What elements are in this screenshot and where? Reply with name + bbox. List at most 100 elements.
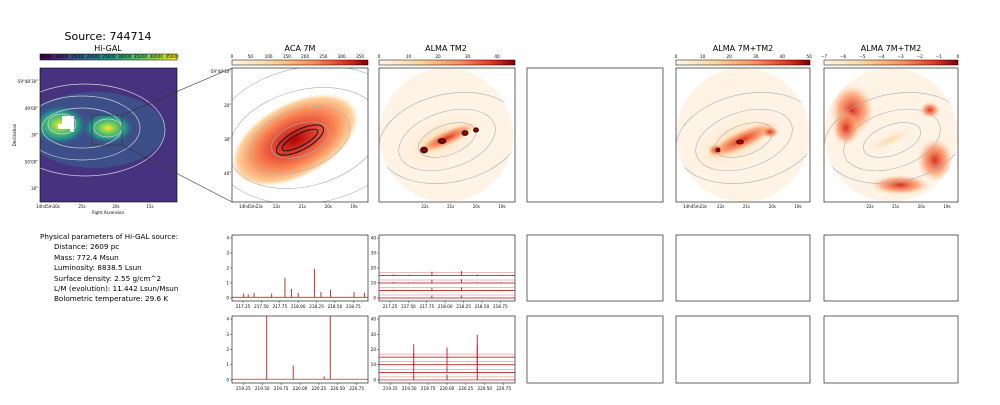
map-xtick-label: 20s [325,204,332,209]
param-surface-density: Surface density: 2.55 g/cm^2 [54,273,162,283]
spectrum-xtick-label: 220.50 [477,386,492,391]
higal-frame [39,67,178,203]
map-xtick-label: 14h45m23s [239,204,263,209]
spectrum-ytick-label: 10 [371,362,377,367]
map-ytick-label: 20" [224,103,231,108]
aca-colorbar [231,59,369,66]
param-distance: Distance: 2609 pc [54,242,120,252]
spectrum-xtick-label: 217.25 [236,304,251,309]
spectrum-ytick-label: 2 [226,347,229,352]
spectrum-ytick-label: 20 [371,347,377,352]
spectrum-ytick-label: 40 [371,317,377,322]
colorbar-tick-label: 30000 [118,54,132,59]
higal-masked-region [58,116,74,132]
combo-panel: ALMA 7M+TM2 0 10 20 30 40 50 14h45m23s 22s 21s 2… [675,44,812,209]
zoom-connector-bottom [121,144,233,203]
spectrum-xtick-label: 220.75 [349,386,364,391]
higal-colorbar-ticks: 5000 10000 15000 20000 25000 30000 35000 40000 4… [41,54,179,59]
spectrum-xtick-label: 217.75 [272,304,287,309]
map-ytick-label: 49'00" [25,106,38,111]
spectrum-ytick-label: 30 [371,251,377,256]
colorbar-tick-label: −1 [936,54,943,59]
empty-panel [675,315,811,384]
map-xtick-label: 19s [794,204,801,209]
colorbar-tick-label: −7 [821,54,828,59]
spectrum-ytick-label: 3 [226,332,229,337]
spectrum-xtick-label: 218.25 [309,304,324,309]
combo-log-xtick-labels: 22s 21s 20s 19s [866,204,950,209]
log-emission-arc [917,138,953,182]
colorbar-tick-label: 30 [753,54,759,59]
aca-spectrum-lsb: 0 1 2 3 4 217.25 217.50 217.75 218.00 218.25 218.5… [226,234,369,309]
combo-xtick-labels: 14h45m23s 22s 21s 20s 19s [683,204,801,209]
colorbar-tick-label: −5 [859,54,866,59]
spectrum-xtick-label: 220.25 [312,386,327,391]
colorbar-tick-label: 20 [727,54,733,59]
colorbar-tick-label: 35000 [134,54,148,59]
map-xtick-label: 19s [943,204,950,209]
param-lm-ratio: L/M (evolution): 11.442 Lsun/Msun [54,284,179,294]
param-luminosity: Luminosity: 8838.5 Lsun [54,263,142,273]
log-emission-arc [832,110,860,146]
aca-emission [232,93,360,187]
zoom-connector-top [121,67,233,116]
colorbar-tick-label: 5000 [41,54,52,59]
colorbar-tick-label: 150 [283,54,291,59]
colorbar-tick-label: 30 [465,54,471,59]
map-xtick-label: 19s [498,204,505,209]
map-xtick-label: 21s [743,204,750,209]
colorbar-tick-label: 15000 [71,54,85,59]
colorbar-tick-label: 10 [406,54,412,59]
log-emission-arc [870,175,930,195]
map-xtick-label: 22s [273,204,280,209]
spectrum-ytick-label: 2 [226,266,229,271]
colorbar-tick-label: −6 [840,54,847,59]
colorbar-tick-label: 300 [338,54,346,59]
tm2-cores [420,127,479,154]
log-emission-band [859,123,921,157]
map-xtick-label: 22s [717,204,724,209]
map-xtick-label: 14h45m30s [36,204,60,209]
spectrum-xtick-label: 218.50 [328,304,343,309]
map-xtick-label: 25s [78,204,85,209]
higal-ytick-labels: -59°48'30" 49'00" 30" 50'00" 30" [16,79,38,191]
spectrum-xtick-label: 217.75 [419,304,434,309]
colorbar-tick-label: 0 [957,54,960,59]
spectrum-ytick-label: 1 [226,362,229,367]
tm2-spectra-lsb: 0 10 20 30 40 217.25 217.50 217.75 218.00 218.25 2… [371,234,516,309]
combo-log-title: ALMA 7M+TM2 [861,44,921,53]
param-bolometric-temperature: Bolometric temperature: 29.6 K [54,294,169,304]
colorbar-tick-label: 40 [494,54,500,59]
empty-panel [675,234,811,302]
map-xtick-label: 21s [892,204,899,209]
spectrum-ytick-label: 10 [371,281,377,286]
colorbar-tick-label: 0 [675,54,678,59]
spectrum-ytick-label: 0 [373,377,376,382]
tm2-colorbar [378,59,516,66]
spectrum-xtick-label: 220.00 [440,386,455,391]
colorbar-tick-label: 200 [301,54,309,59]
source-title: Source: 744714 [65,30,152,43]
colorbar-tick-label: 350 [356,54,364,59]
map-ytick-label: -59°48'30" [16,79,38,84]
spectrum-xtick-label: 218.50 [475,304,490,309]
spectrum-xtick-label: 220.75 [496,386,511,391]
spectrum-xtick-label: 220.50 [330,386,345,391]
spectrum-xtick-label: 219.75 [421,386,436,391]
combo-frame [675,67,811,203]
spectrum-ytick-label: 40 [371,236,377,241]
tm2-core [420,146,428,154]
aca-title: ACA 7M [285,44,316,53]
tm2-core [437,138,447,144]
param-mass: Mass: 772.4 Msun [54,252,119,262]
colorbar-tick-label: 20 [435,54,441,59]
tm2-panel: ALMA TM2 0 10 20 30 40 22s 21s 20s 19s [378,44,516,209]
spectrum-xtick-label: 218.75 [346,304,361,309]
combo-log-colorbar-ticks: −7 −6 −5 −4 −3 −2 −1 0 [821,54,960,59]
empty-panel-top [526,67,664,203]
spectrum-xtick-label: 220.00 [293,386,308,391]
spectrum-xtick-label: 218.75 [493,304,508,309]
spectrum-xtick-label: 219.25 [383,386,398,391]
map-xtick-label: 20s [918,204,925,209]
